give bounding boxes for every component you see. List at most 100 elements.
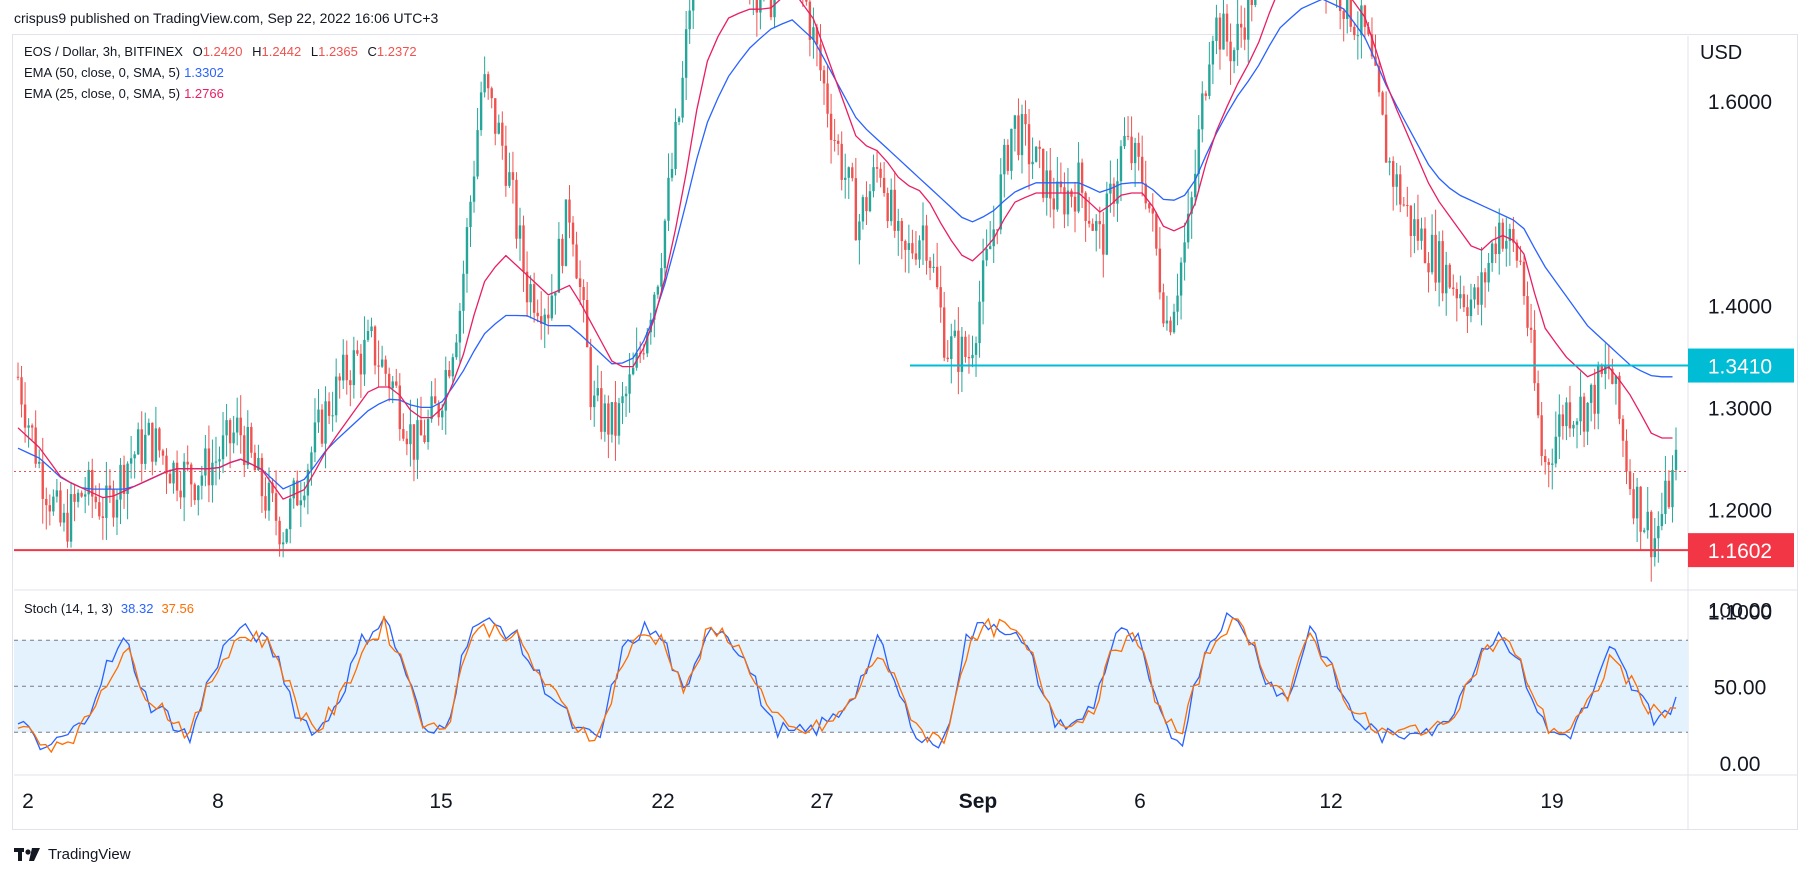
candle-body (1360, 5, 1363, 36)
candle-body (490, 88, 493, 99)
candle-body (914, 253, 918, 260)
candle-body (812, 27, 815, 40)
candle-body (628, 374, 631, 394)
candle-body (1459, 294, 1462, 299)
stoch-tick-label: 0.00 (1720, 753, 1761, 776)
candle-body (370, 326, 373, 332)
candle-body (1105, 193, 1109, 255)
candle-body (338, 376, 341, 381)
candle-body (1063, 187, 1066, 215)
candle-body (1247, 0, 1250, 40)
ema50-label: EMA (50, close, 0, SMA, 5) (24, 65, 181, 80)
candle-body (1632, 489, 1635, 519)
watermark-text: TradingView (48, 846, 131, 863)
ema50-line (17, 0, 1673, 490)
candle-body (1469, 299, 1473, 317)
candle-body (398, 385, 401, 430)
candle-body (423, 435, 426, 443)
candle-body (1027, 124, 1031, 165)
candle-body (1066, 190, 1070, 215)
candle-body (872, 167, 875, 192)
candle-body (1215, 17, 1218, 41)
candle-body (960, 336, 964, 372)
candle-body (313, 422, 317, 453)
candle-body (345, 354, 348, 381)
candle-body (1395, 174, 1398, 187)
price-tick-label: 1.3000 (1708, 397, 1772, 420)
candle-body (957, 330, 960, 372)
candle-body (105, 485, 108, 518)
candle-body (409, 424, 412, 445)
candle-body (670, 168, 674, 178)
candle-body (1003, 144, 1006, 175)
candle-body (161, 450, 165, 456)
candle-body (985, 248, 988, 261)
candle-body (868, 191, 872, 212)
candle-body (575, 244, 578, 279)
candle-body (462, 273, 465, 311)
candle-body (522, 225, 525, 272)
candle-body (144, 434, 147, 464)
candle-body (1402, 204, 1405, 206)
candle-body (1194, 173, 1197, 198)
candle-body (886, 193, 889, 222)
candle-body (363, 339, 366, 375)
candle-body (165, 455, 168, 474)
candle-body (624, 393, 628, 397)
candle-body (585, 299, 589, 348)
chart-frame[interactable] (12, 34, 1798, 830)
candle-body (122, 464, 126, 494)
candle-body (221, 435, 225, 460)
candle-body (1222, 13, 1225, 50)
candle-body (260, 457, 264, 497)
candle-body (1589, 384, 1593, 403)
candle-body (387, 373, 391, 389)
support-price-label: 1.1602 (1708, 540, 1772, 563)
candle-body (1095, 221, 1098, 231)
candle-body (964, 336, 967, 357)
candle-body (494, 98, 497, 134)
candle-body (331, 415, 334, 417)
candle-body (1437, 241, 1441, 283)
candle-body (366, 331, 370, 340)
stoch-k-value: 38.32 (120, 601, 154, 616)
candle-body (684, 29, 688, 78)
candle-body (334, 376, 338, 416)
candle-body (1112, 183, 1116, 204)
time-tick-label: 8 (212, 790, 224, 813)
candle-body (168, 473, 172, 484)
candle-body (182, 461, 186, 498)
candle-body (59, 490, 62, 523)
candle-body (243, 435, 246, 466)
candle-body (840, 143, 843, 180)
candle-body (589, 347, 592, 408)
candle-body (1179, 262, 1183, 296)
candle-body (596, 388, 599, 396)
candle-body (391, 381, 394, 389)
candle-body (1519, 260, 1522, 262)
candle-body (1211, 40, 1215, 65)
candle-body (1505, 240, 1508, 249)
candle-body (1243, 27, 1246, 40)
candle-body (1006, 144, 1010, 171)
candle-body (882, 177, 886, 194)
candle-body (271, 482, 274, 494)
candle-body (207, 448, 211, 486)
candle-body (1384, 114, 1388, 163)
candle-body (1031, 161, 1034, 165)
ema50-legend: EMA (50, close, 0, SMA, 5) 1.3302 (24, 65, 224, 80)
candle-body (373, 326, 377, 366)
candle-body (1508, 228, 1512, 241)
candle-body (1229, 41, 1232, 62)
candle-body (1391, 161, 1395, 187)
candle-body (48, 505, 52, 512)
candle-body (1533, 329, 1536, 384)
candle-body (1201, 93, 1204, 130)
candle-body (1420, 228, 1423, 241)
stoch-label: Stoch (14, 1, 3) (24, 601, 113, 616)
candle-body (925, 225, 928, 261)
candle-body (1399, 174, 1402, 205)
candle-body (41, 461, 44, 499)
candle-body (1116, 181, 1119, 204)
